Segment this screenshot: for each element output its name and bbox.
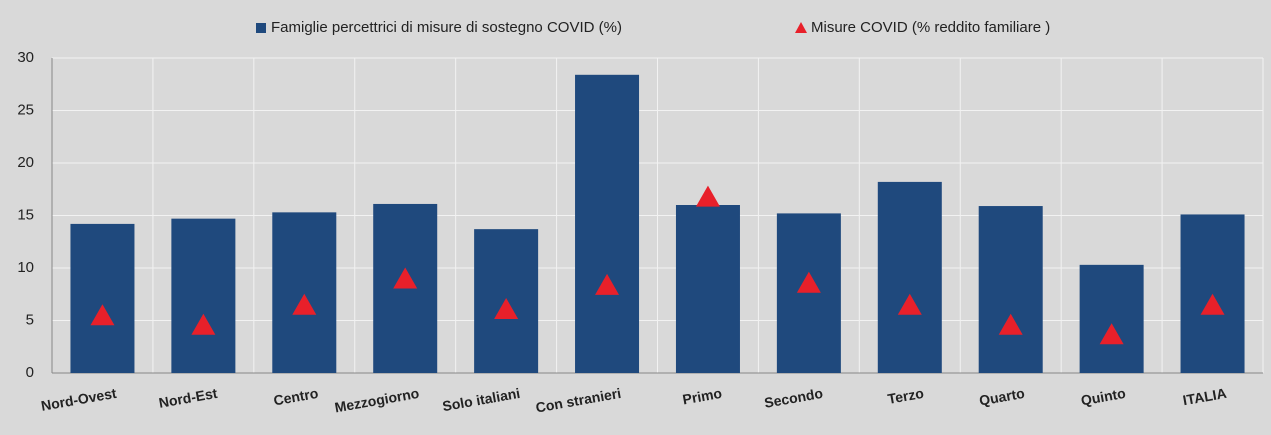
- y-tick-label: 25: [17, 101, 34, 118]
- triangle-marker: [695, 185, 720, 207]
- bar: [978, 206, 1043, 373]
- triangle-marker: [191, 313, 216, 335]
- x-tick-label: Quarto: [978, 385, 1026, 409]
- triangle-marker: [796, 271, 821, 293]
- bar: [1079, 264, 1144, 373]
- legend-label: Famiglie percettrici di misure di sosteg…: [271, 19, 622, 36]
- y-tick-label: 30: [17, 49, 34, 66]
- triangle-marker: [998, 313, 1023, 335]
- triangle-marker: [897, 293, 922, 315]
- triangle-marker: [1200, 293, 1225, 315]
- bar: [1180, 214, 1245, 373]
- bar: [877, 181, 942, 373]
- legend-swatch: [256, 23, 266, 33]
- bar: [776, 213, 841, 373]
- bar: [675, 205, 740, 373]
- legend-label: Misure COVID (% reddito familiare ): [811, 19, 1050, 36]
- triangle-marker: [1099, 323, 1124, 345]
- x-tick-label: ITALIA: [1182, 385, 1228, 408]
- x-tick-label: Centro: [272, 385, 319, 409]
- triangle-marker: [90, 304, 115, 326]
- legend-swatch: [795, 22, 807, 33]
- bar: [70, 223, 135, 373]
- y-tick-label: 15: [17, 206, 34, 223]
- x-tick-label: Quinto: [1080, 385, 1127, 409]
- x-tick-label: Primo: [681, 385, 723, 408]
- triangle-marker: [494, 298, 519, 319]
- bar: [575, 74, 640, 374]
- y-tick-label: 10: [17, 259, 34, 276]
- y-tick-label: 20: [17, 154, 34, 171]
- y-tick-label: 5: [26, 311, 34, 328]
- x-tick-label: Terzo: [886, 385, 925, 407]
- triangle-marker: [292, 293, 317, 315]
- y-tick-label: 0: [26, 364, 34, 381]
- bar: [272, 212, 337, 373]
- triangle-marker: [393, 267, 418, 289]
- triangle-marker: [595, 273, 620, 295]
- bar: [171, 218, 236, 373]
